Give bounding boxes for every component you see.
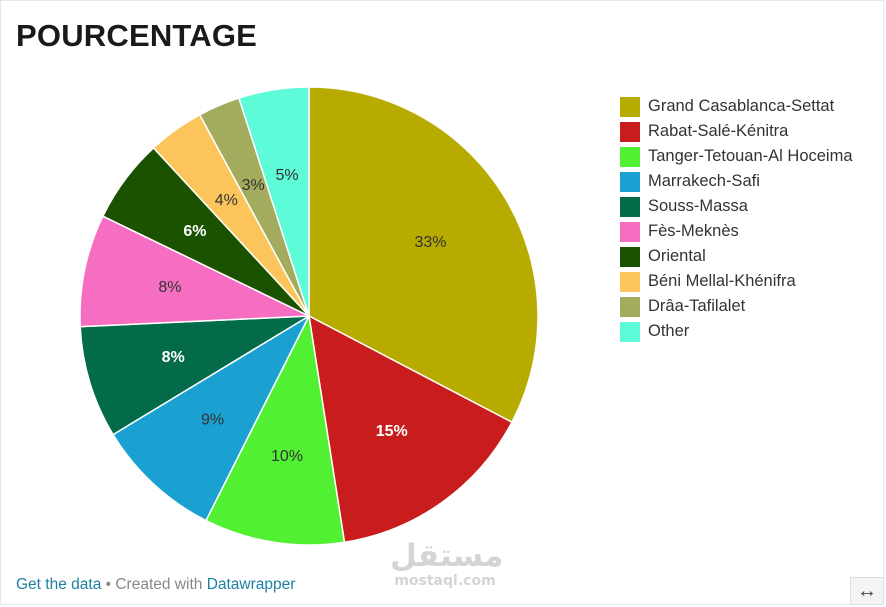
legend-label: Grand Casablanca-Settat <box>648 97 835 115</box>
legend-item-beni-mellal-khenifra: Béni Mellal-Khénifra <box>620 269 853 294</box>
legend-item-rabat-sale-kenitra: Rabat-Salé-Kénitra <box>620 119 853 144</box>
legend-item-fes-meknes: Fès-Meknès <box>620 219 853 244</box>
pie-value-label-tanger-tetouan-al-hoceima: 10% <box>271 448 303 465</box>
legend-item-oriental: Oriental <box>620 244 853 269</box>
pie-slice-fes-meknes[interactable] <box>79 215 310 328</box>
legend-item-other: Other <box>620 319 853 344</box>
legend-swatch <box>620 121 640 142</box>
legend-swatch <box>620 271 640 292</box>
legend-label: Drâa-Tafilalet <box>648 297 746 315</box>
chart-footer: Get the data • Created with Datawrapper <box>16 576 295 594</box>
pie-slice-other[interactable] <box>238 86 310 317</box>
legend-label: Marrakech-Safi <box>648 172 760 190</box>
legend-swatch <box>620 96 640 117</box>
mostaql-watermark: مستقل mostaql.com <box>390 538 504 589</box>
pie-value-label-grand-casablanca-settat: 33% <box>414 234 446 251</box>
expand-arrows-icon: ↔ <box>857 579 877 602</box>
legend-swatch <box>620 171 640 192</box>
pie-value-label-beni-mellal-khenifra: 4% <box>215 192 238 209</box>
pie-value-label-rabat-sale-kenitra: 15% <box>376 423 408 440</box>
legend-label: Béni Mellal-Khénifra <box>648 272 796 290</box>
created-with-text: Created with <box>115 576 207 593</box>
legend-label: Tanger-Tetouan-Al Hoceima <box>648 147 853 165</box>
pie-value-label-oriental: 6% <box>183 223 206 240</box>
legend-label: Fès-Meknès <box>648 222 739 240</box>
footer-separator: • <box>101 576 116 593</box>
pie-slice-grand-casablanca-settat[interactable] <box>308 86 539 423</box>
legend-item-grand-casablanca-settat: Grand Casablanca-Settat <box>620 94 853 119</box>
legend-label: Oriental <box>648 247 706 265</box>
legend-swatch <box>620 321 640 342</box>
pie-slice-rabat-sale-kenitra[interactable] <box>308 315 513 543</box>
legend-item-tanger-tetouan-al-hoceima: Tanger-Tetouan-Al Hoceima <box>620 144 853 169</box>
pie-value-label-draa-tafilalet: 3% <box>242 177 265 194</box>
pie-value-label-souss-massa: 8% <box>162 349 185 366</box>
watermark-latin-text: mostaql.com <box>394 573 496 589</box>
legend: Grand Casablanca-Settat Rabat-Salé-Kénitr… <box>620 94 853 344</box>
watermark-arabic-text: مستقل <box>390 538 504 574</box>
legend-swatch <box>620 246 640 267</box>
expand-button[interactable]: ↔ <box>850 577 884 605</box>
datawrapper-link[interactable]: Datawrapper <box>206 576 296 593</box>
pie-slices <box>79 86 539 546</box>
legend-item-marrakech-safi: Marrakech-Safi <box>620 169 853 194</box>
chart-title: POURCENTAGE <box>16 18 258 53</box>
pie-slice-souss-massa[interactable] <box>79 315 310 436</box>
legend-label: Souss-Massa <box>648 197 748 215</box>
legend-item-souss-massa: Souss-Massa <box>620 194 853 219</box>
pie-slice-marrakech-safi[interactable] <box>112 315 310 522</box>
legend-swatch <box>620 296 640 317</box>
legend-label: Other <box>648 322 690 340</box>
pie-value-label-other: 5% <box>275 167 298 184</box>
legend-label: Rabat-Salé-Kénitra <box>648 122 789 140</box>
legend-item-draa-tafilalet: Drâa-Tafilalet <box>620 294 853 319</box>
legend-swatch <box>620 196 640 217</box>
legend-swatch <box>620 221 640 242</box>
legend-swatch <box>620 146 640 167</box>
pie-value-label-marrakech-safi: 9% <box>201 412 224 429</box>
pie-value-label-fes-meknes: 8% <box>158 279 181 296</box>
pie-value-labels: 33% 15% 10% 9% 8% 8% 6% 4%3% 5% <box>158 167 446 465</box>
get-the-data-link[interactable]: Get the data <box>16 576 102 593</box>
pie-slice-tanger-tetouan-al-hoceima[interactable] <box>205 315 346 546</box>
